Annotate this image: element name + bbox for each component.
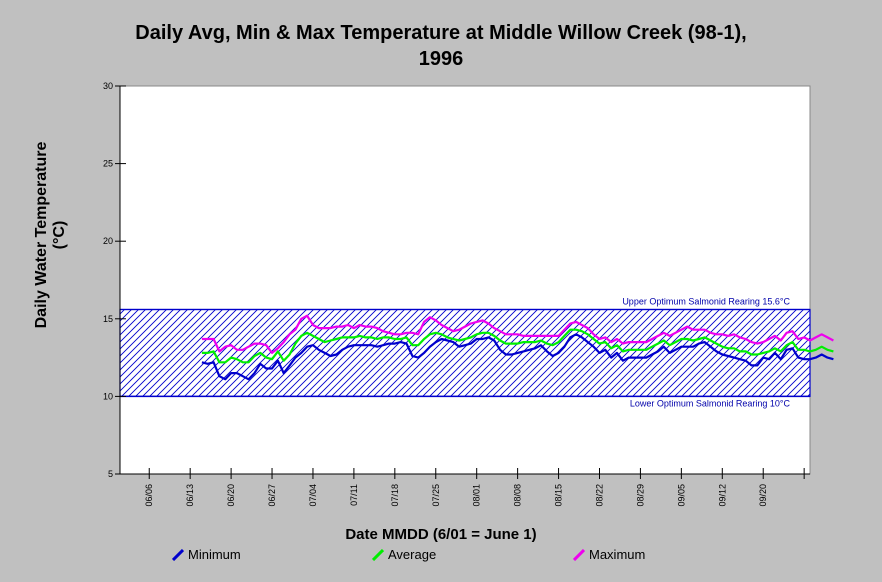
legend-average-swatch xyxy=(372,548,384,561)
x-tick-label: 09/05 xyxy=(676,484,686,507)
series-average-line xyxy=(201,328,834,364)
x-tick-label: 08/01 xyxy=(472,484,482,507)
legend-maximum: Maximum xyxy=(573,547,645,562)
y-tick-label: 30 xyxy=(103,81,113,91)
x-tick-label: 08/29 xyxy=(635,484,645,507)
x-tick-label: 07/11 xyxy=(349,484,359,506)
x-tick-label: 06/27 xyxy=(267,484,277,507)
optimum-band xyxy=(119,308,811,398)
chart-subtitle: 1996 xyxy=(418,48,464,70)
y-tick-label: 25 xyxy=(103,159,113,169)
legend-minimum-swatch xyxy=(172,548,184,561)
x-tick-label: 06/13 xyxy=(185,484,195,507)
legend-maximum-label: Maximum xyxy=(589,547,646,562)
x-tick-label: 08/15 xyxy=(554,484,564,507)
band-lower-label: Lower Optimum Salmonid Rearing 10°C xyxy=(630,398,791,408)
x-tick-label: 07/04 xyxy=(308,484,318,507)
x-axis-label: Date MMDD (6/01 = June 1) xyxy=(345,526,537,543)
series-minimum-line xyxy=(201,333,834,381)
y-axis-unit: (°C) xyxy=(51,220,68,250)
legend-minimum: Minimum xyxy=(172,547,241,562)
x-tick-label: 09/12 xyxy=(717,484,727,507)
y-tick-label: 10 xyxy=(103,391,113,401)
x-tick-label: 07/18 xyxy=(390,484,400,507)
chart-title: Daily Avg, Min & Max Temperature at Midd… xyxy=(135,22,747,44)
y-tick-label: 20 xyxy=(103,236,113,246)
x-tick-label: 06/06 xyxy=(144,484,154,507)
band-upper-label: Upper Optimum Salmonid Rearing 15.6°C xyxy=(622,296,790,306)
series-maximum-line xyxy=(201,314,834,354)
y-axis-label: Daily Water Temperature xyxy=(33,141,50,329)
legend-maximum-swatch xyxy=(573,548,585,561)
x-tick-label: 08/08 xyxy=(513,484,523,507)
legend-average: Average xyxy=(372,547,436,562)
x-tick-label: 07/25 xyxy=(431,484,441,507)
y-tick-label: 15 xyxy=(103,314,113,324)
plot-area xyxy=(119,85,811,475)
legend-minimum-label: Minimum xyxy=(188,547,241,562)
legend-average-label: Average xyxy=(388,547,437,562)
x-tick-label: 06/20 xyxy=(226,484,236,507)
x-tick-label: 09/20 xyxy=(758,484,768,507)
x-tick-label: 08/22 xyxy=(594,484,604,507)
y-tick-label: 5 xyxy=(108,469,113,479)
